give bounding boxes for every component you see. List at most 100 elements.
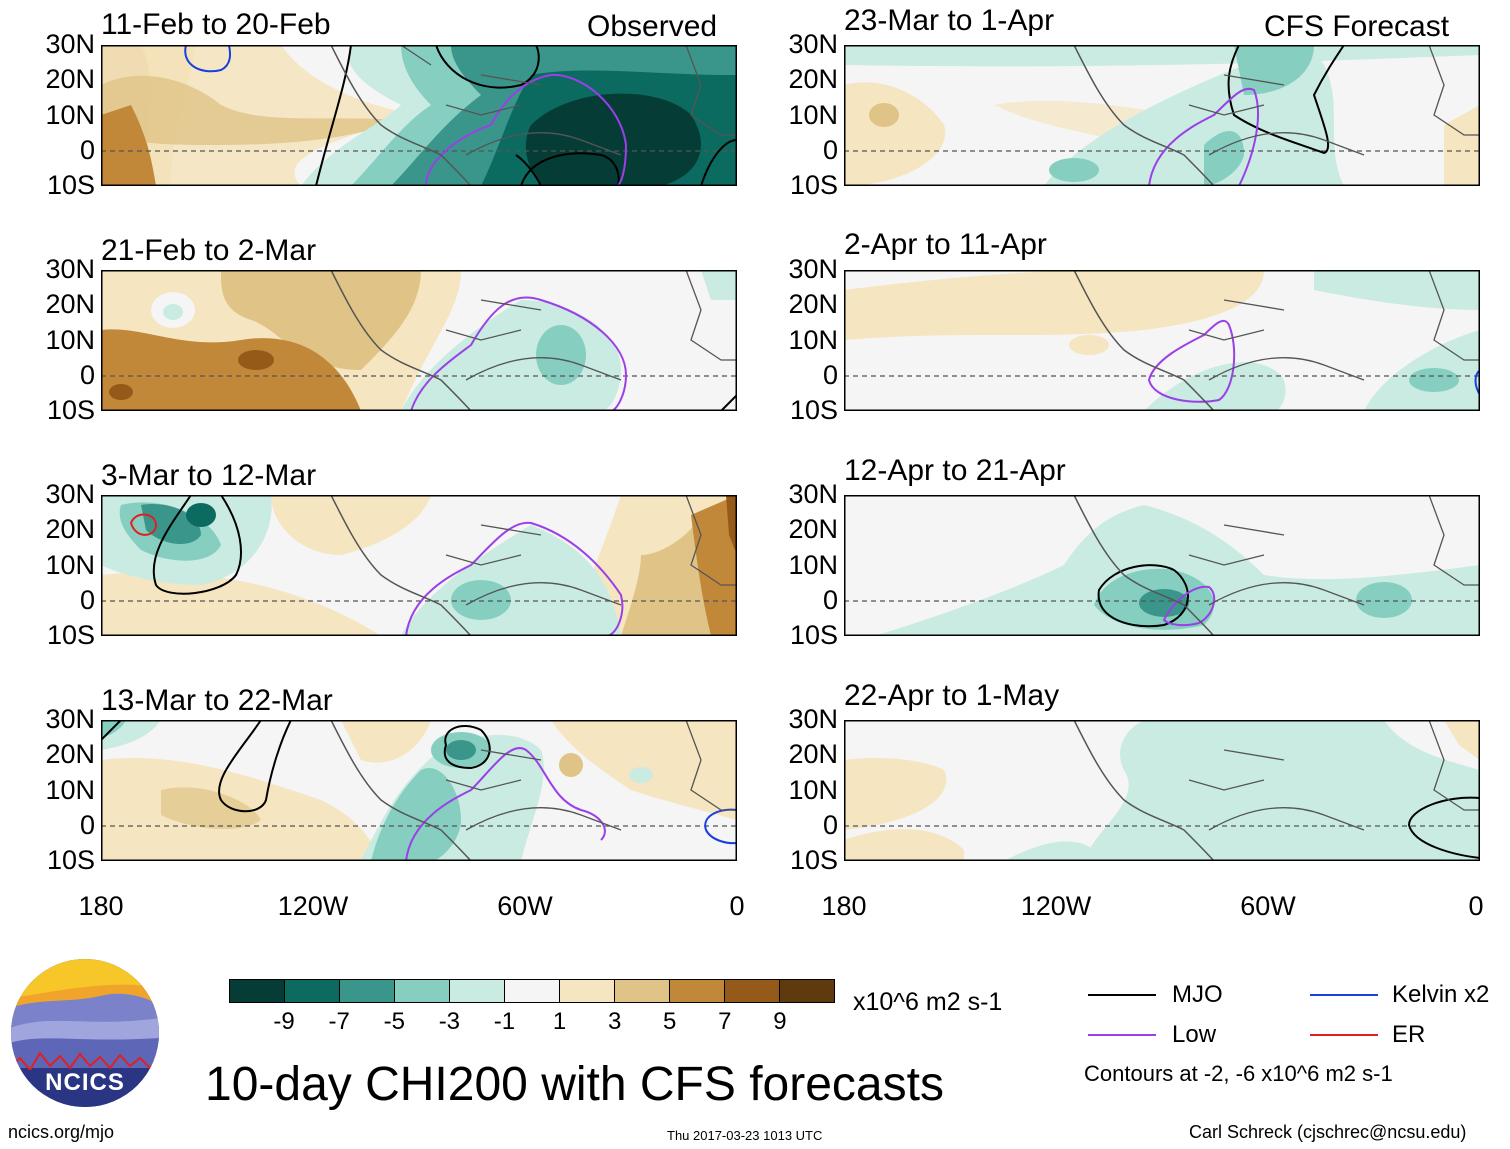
lat-tick-label: 20N xyxy=(788,514,838,545)
footer-url: ncics.org/mjo xyxy=(8,1122,115,1142)
legend-label-kelvin: Kelvin x2 xyxy=(1392,981,1490,1008)
footer-timestamp: Thu 2017-03-23 1013 UTC xyxy=(667,1128,823,1143)
lat-tick-label: 10S xyxy=(46,395,95,425)
lat-tick-label: 20N xyxy=(788,739,838,770)
lat-tick-label: 30N xyxy=(788,29,838,59)
lon-tick-label: 0 xyxy=(729,891,745,921)
map-panel-fcst-1 xyxy=(844,45,1480,186)
legend-swatch-low xyxy=(1088,1034,1156,1036)
lat-tick-label: 30N xyxy=(45,479,95,509)
lat-tick-label: 20N xyxy=(45,739,95,770)
lon-tick-label: 180 xyxy=(78,891,124,921)
lat-tick-label: 10N xyxy=(45,99,95,130)
chart-title: 10-day CHI200 with CFS forecasts xyxy=(205,1058,944,1111)
legend-swatch-er xyxy=(1310,1034,1378,1036)
lat-tick-label: 0 xyxy=(79,584,95,615)
lat-tick-label: 20N xyxy=(45,64,95,95)
lat-tick-label: 0 xyxy=(822,809,838,840)
footer-author: Carl Schreck (cjschrec@ncsu.edu) xyxy=(1189,1122,1467,1142)
legend-swatch-kelvin xyxy=(1310,994,1378,996)
lat-tick-label: 10S xyxy=(789,845,838,875)
colorbar-swatch xyxy=(614,980,669,1002)
lon-tick-label: 120W xyxy=(277,891,349,921)
ncics-logo: NCICS xyxy=(11,959,159,1107)
colorbar-units: x10^6 m2 s-1 xyxy=(853,988,1003,1016)
lon-tick-label: 60W xyxy=(497,891,553,921)
column-header-cfs: CFS Forecast xyxy=(1264,10,1450,43)
colorbar-swatch xyxy=(339,980,394,1002)
lat-tick-label: 30N xyxy=(45,704,95,734)
map-panel-fcst-3 xyxy=(844,495,1480,636)
lat-tick-label: 10N xyxy=(788,549,838,580)
map-panel-obs-1 xyxy=(101,45,737,186)
lat-tick-label: 0 xyxy=(79,809,95,840)
lat-tick-label: 10N xyxy=(45,774,95,805)
colorbar-swatch xyxy=(449,980,504,1002)
lat-tick-label: 0 xyxy=(822,584,838,615)
lat-tick-label: 30N xyxy=(45,254,95,284)
legend-swatch-mjo xyxy=(1088,994,1156,996)
logo-text: NCICS xyxy=(45,1069,125,1096)
lat-tick-label: 30N xyxy=(45,29,95,59)
map-panel-fcst-4 xyxy=(844,720,1480,861)
legend-label-mjo: MJO xyxy=(1172,981,1223,1008)
lat-tick-label: 10S xyxy=(789,395,838,425)
lat-tick-label: 10N xyxy=(788,99,838,130)
map-panel-obs-4 xyxy=(101,720,737,861)
lat-tick-label: 10N xyxy=(788,324,838,355)
lat-tick-label: 10N xyxy=(45,549,95,580)
panel-title-obs-4: 13-Mar to 22-Mar xyxy=(101,684,333,717)
colorbar-tick-label: -7 xyxy=(328,1008,350,1035)
colorbar-tick-label: -9 xyxy=(273,1008,295,1035)
panel-title-fcst-4: 22-Apr to 1-May xyxy=(844,679,1060,712)
colorbar-swatch xyxy=(559,980,614,1002)
panel-title-fcst-1: 23-Mar to 1-Apr xyxy=(844,4,1055,37)
colorbar-tick-label: -1 xyxy=(493,1008,516,1035)
colorbar-swatch xyxy=(284,980,339,1002)
lat-tick-label: 20N xyxy=(788,64,838,95)
lon-tick-label: 0 xyxy=(1468,891,1484,921)
colorbar-swatch xyxy=(230,980,284,1002)
lat-tick-label: 20N xyxy=(788,289,838,320)
panel-title-fcst-3: 12-Apr to 21-Apr xyxy=(844,454,1066,487)
panel-title-obs-1: 11-Feb to 20-Feb xyxy=(101,8,331,41)
lat-tick-label: 10N xyxy=(788,774,838,805)
lat-tick-label: 0 xyxy=(79,359,95,390)
colorbar-swatch xyxy=(504,980,559,1002)
panel-title-fcst-2: 2-Apr to 11-Apr xyxy=(844,228,1047,261)
legend-label-low: Low xyxy=(1172,1021,1217,1048)
lat-tick-label: 30N xyxy=(788,254,838,284)
legend-contour-note: Contours at -2, -6 x10^6 m2 s-1 xyxy=(1084,1061,1393,1086)
colorbar-swatch xyxy=(669,980,724,1002)
lon-tick-label: 120W xyxy=(1020,891,1092,921)
lon-tick-label: 60W xyxy=(1240,891,1296,921)
panel-title-obs-2: 21-Feb to 2-Mar xyxy=(101,234,317,267)
colorbar xyxy=(229,979,835,1003)
map-panel-obs-3 xyxy=(101,495,737,636)
lat-tick-label: 10S xyxy=(46,845,95,875)
lat-tick-label: 10S xyxy=(46,170,95,200)
colorbar-tick-label: 1 xyxy=(552,1008,567,1035)
colorbar-tick-label: 5 xyxy=(663,1008,677,1035)
colorbar-tick-label: 9 xyxy=(773,1008,787,1035)
colorbar-swatch xyxy=(394,980,449,1002)
colorbar-tick-label: 7 xyxy=(718,1008,732,1035)
map-panel-fcst-2 xyxy=(844,270,1480,411)
lat-tick-label: 10S xyxy=(789,620,838,650)
colorbar-tick-label: -5 xyxy=(383,1008,405,1035)
column-header-observed: Observed xyxy=(587,10,718,43)
lat-tick-label: 10S xyxy=(46,620,95,650)
colorbar-swatch xyxy=(779,980,834,1002)
lat-tick-label: 0 xyxy=(822,359,838,390)
lat-tick-label: 20N xyxy=(45,289,95,320)
lat-tick-label: 10N xyxy=(45,324,95,355)
panel-title-obs-3: 3-Mar to 12-Mar xyxy=(101,459,317,492)
lat-tick-label: 0 xyxy=(79,134,95,165)
colorbar-tick-label: 3 xyxy=(607,1008,622,1035)
colorbar-tick-label: -3 xyxy=(438,1008,461,1035)
legend-label-er: ER xyxy=(1392,1021,1426,1048)
lon-tick-label: 180 xyxy=(821,891,867,921)
lat-tick-label: 30N xyxy=(788,704,838,734)
colorbar-swatch xyxy=(724,980,779,1002)
lat-tick-label: 20N xyxy=(45,514,95,545)
